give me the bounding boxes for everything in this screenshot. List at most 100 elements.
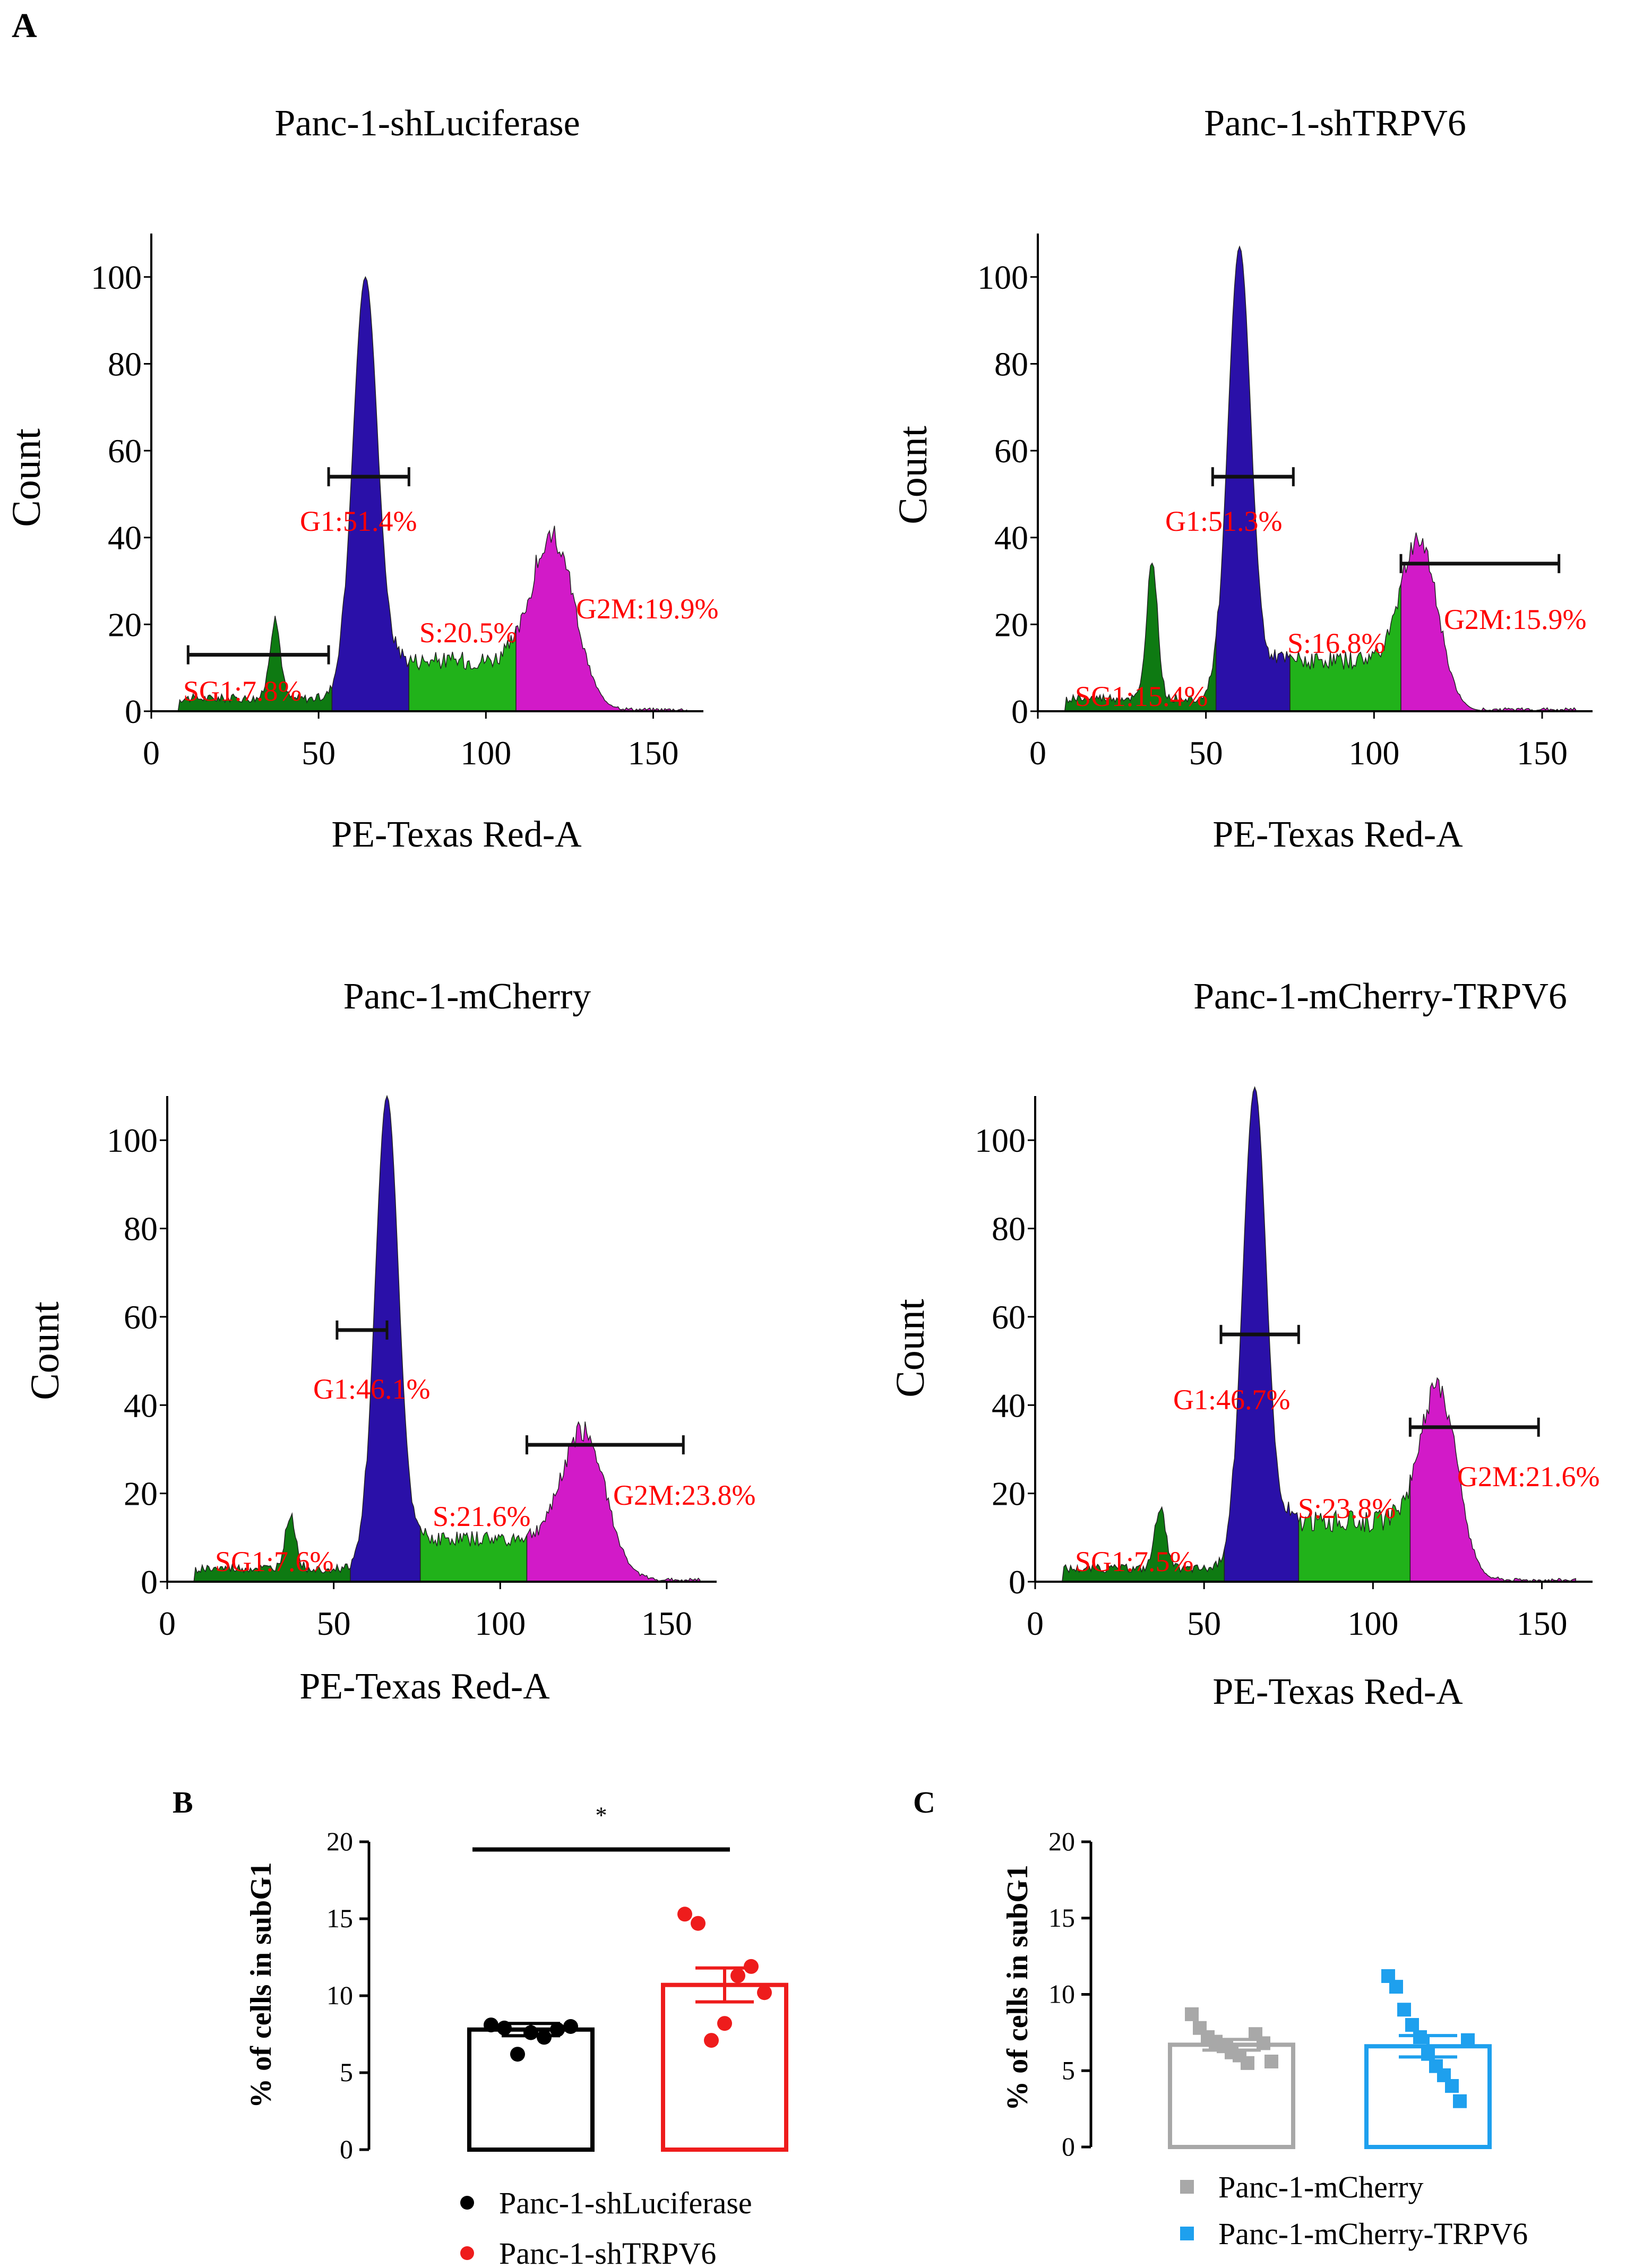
legend-marker <box>1180 2227 1194 2240</box>
panel-label-a: A <box>12 6 37 45</box>
y-tick-label: 60 <box>124 1298 158 1336</box>
data-point <box>563 2019 578 2034</box>
data-point <box>510 2047 525 2062</box>
x-tick-label: 150 <box>627 734 678 772</box>
y-axis-label: Count <box>888 1299 933 1398</box>
chart-title: Panc-1-mCherry-TRPV6 <box>1193 976 1567 1017</box>
y-tick-label: 20 <box>124 1475 158 1513</box>
legend-label: Panc-1-mCherry-TRPV6 <box>1218 2217 1528 2251</box>
y-tick-label: 80 <box>994 345 1028 383</box>
region-label-s: S:16.8% <box>1287 627 1386 659</box>
chart-title: Panc-1-shLuciferase <box>274 103 580 144</box>
histogram-panc1-mcherry-trpv6: SG1:7.5% G1:46.7% S:23.8% G2M:21.6% 0 50 100 15… <box>888 976 1600 1712</box>
legend-label: Panc-1-shLuciferase <box>499 2186 752 2220</box>
data-point <box>1445 2079 1459 2093</box>
y-tick-label: 0 <box>141 1563 158 1601</box>
legend-label: Panc-1-mCherry <box>1218 2170 1424 2204</box>
data-point <box>757 1985 772 2000</box>
region-label-g1: G1:46.7% <box>1173 1384 1290 1416</box>
data-point <box>1421 2047 1435 2061</box>
data-point <box>1405 2018 1419 2032</box>
x-axis-label: PE-Texas Red-A <box>331 814 582 855</box>
data-point <box>497 2020 512 2036</box>
y-axis-label: Count <box>23 1301 67 1400</box>
y-tick-label: 20 <box>108 606 142 643</box>
y-tick-label: 10 <box>1048 1979 1075 2009</box>
significance-star: * <box>596 1803 607 1829</box>
y-tick-label: 20 <box>1048 1826 1075 1856</box>
y-tick-label: 100 <box>91 258 142 296</box>
region-label-g1: G1:51.3% <box>1165 505 1282 537</box>
histogram-region-s <box>1298 1474 1411 1582</box>
x-tick-label: 0 <box>143 734 160 772</box>
histogram-region-sg1 <box>1038 562 1217 712</box>
region-label-g2m: G2M:21.6% <box>1457 1461 1600 1493</box>
y-tick-label: 60 <box>994 432 1028 470</box>
x-tick-label: 150 <box>1517 734 1568 772</box>
y-tick-label: 15 <box>1048 1903 1075 1933</box>
histogram-region-sg1 <box>1035 1506 1225 1582</box>
data-point <box>1264 2055 1278 2068</box>
y-axis-label: Count <box>4 428 49 527</box>
histogram-panc1-shtrpv6: SG1:15.4% G1:51.3% S:16.8% G2M:15.9% 0 50 100 1… <box>891 103 1593 855</box>
chart-title: Panc-1-shTRPV6 <box>1204 103 1466 144</box>
y-tick-label: 40 <box>124 1386 158 1424</box>
y-tick-label: 0 <box>1009 1563 1026 1601</box>
y-tick-label: 100 <box>975 1122 1026 1159</box>
histogram-region-s <box>1289 584 1401 712</box>
panel-label-c: C <box>913 1785 935 1819</box>
y-tick-label: 15 <box>326 1903 353 1933</box>
data-point <box>1389 1980 1403 1994</box>
region-label-sg1: SG1:7.5% <box>1075 1546 1194 1577</box>
region-label-sg1: SG1:15.4% <box>1075 680 1208 712</box>
x-axis-label: PE-Texas Red-A <box>1212 1671 1463 1712</box>
region-label-s: S:20.5% <box>419 617 518 649</box>
histogram-region-s <box>419 1527 528 1582</box>
region-label-s: S:23.8% <box>1298 1493 1396 1524</box>
x-tick-label: 0 <box>1027 1605 1044 1642</box>
data-point <box>1413 2030 1427 2044</box>
x-tick-label: 150 <box>1517 1605 1568 1642</box>
data-point <box>1241 2056 1254 2070</box>
data-point <box>550 2022 565 2037</box>
data-point <box>1397 2003 1411 2017</box>
region-label-g2m: G2M:15.9% <box>1444 603 1587 635</box>
bar-chart-b: 0 5 10 15 20 % of cells in subG1 Panc-1-shLuci… <box>245 1803 788 2268</box>
region-label-s: S:21.6% <box>433 1500 531 1532</box>
y-tick-label: 40 <box>994 519 1028 557</box>
y-tick-label: 40 <box>992 1386 1026 1424</box>
bar-2 <box>1364 2044 1492 2149</box>
y-tick-label: 0 <box>1062 2132 1075 2161</box>
region-label-g2m: G2M:19.9% <box>576 593 719 625</box>
x-tick-label: 0 <box>1029 734 1046 772</box>
y-tick-label: 20 <box>994 606 1028 643</box>
y-tick-label: 80 <box>124 1210 158 1248</box>
data-point <box>523 2025 538 2040</box>
region-label-sg1: SG1:7.6% <box>215 1546 334 1577</box>
data-point <box>1461 2033 1475 2047</box>
y-tick-label: 20 <box>326 1826 353 1856</box>
bar-1 <box>467 2027 595 2152</box>
chart-title: Panc-1-mCherry <box>343 976 591 1017</box>
histogram-region-g1 <box>1215 245 1291 712</box>
x-tick-label: 50 <box>302 734 336 772</box>
histogram-region-g2m <box>515 525 687 712</box>
y-tick-label: 10 <box>326 1980 353 2010</box>
y-tick-label: 0 <box>125 693 142 730</box>
y-tick-label: 20 <box>992 1475 1026 1513</box>
y-tick-label: 60 <box>992 1298 1026 1336</box>
legend-marker <box>1180 2180 1194 2194</box>
histogram-panc1-mcherry: SG1:7.6% G1:46.1% S:21.6% G2M:23.8% 0 50 100 15… <box>23 976 756 1707</box>
y-tick-label: 80 <box>108 345 142 383</box>
y-axis-label: % of cells in subG1 <box>245 1862 278 2108</box>
data-point <box>1453 2094 1467 2108</box>
legend-label: Panc-1-shTRPV6 <box>499 2236 716 2268</box>
y-tick-label: 40 <box>108 519 142 557</box>
region-label-g1: G1:51.4% <box>300 505 417 537</box>
histogram-region-g1 <box>350 1094 421 1582</box>
data-point <box>537 2030 552 2045</box>
x-tick-label: 100 <box>1347 1605 1398 1642</box>
bar-2 <box>661 1982 788 2152</box>
data-point <box>717 2016 732 2031</box>
x-axis-label: PE-Texas Red-A <box>1212 814 1463 855</box>
